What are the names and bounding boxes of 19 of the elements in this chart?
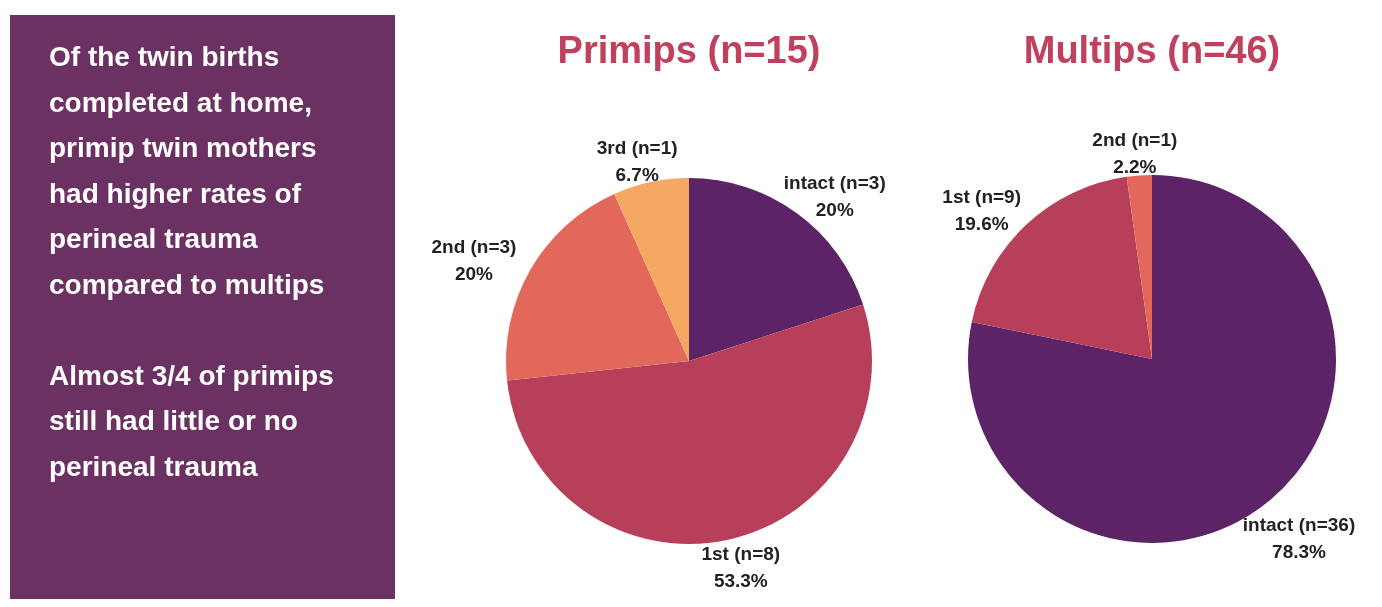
chart-title: Primips (n=15) bbox=[557, 29, 821, 71]
chart-title: Multips (n=46) bbox=[1023, 29, 1281, 71]
pie-slice bbox=[507, 304, 872, 544]
slice-label: 3rd (n=1) bbox=[596, 136, 678, 158]
slice-label: 1st (n=8) bbox=[701, 543, 781, 565]
text: Of the twin births completed at home, primip twin mothers had higher rates of perineal trauma compared to multips bbox=[49, 41, 325, 300]
data-label: 2.2% bbox=[1113, 156, 1157, 178]
data-label: 53.3% bbox=[713, 570, 768, 592]
data-label: 20% bbox=[815, 198, 854, 220]
data-label: 6.7% bbox=[615, 163, 659, 185]
data-label: 78.3% bbox=[1272, 540, 1327, 562]
data-label: 19.6% bbox=[954, 212, 1009, 234]
slice-label: intact (n=36) bbox=[1242, 513, 1356, 535]
slice-label: intact (n=3) bbox=[783, 171, 886, 193]
data-label: 20% bbox=[454, 263, 494, 285]
slice-label: 2nd (n=3) bbox=[431, 236, 517, 258]
slice-label: 1st (n=9) bbox=[942, 185, 1022, 207]
text: Almost 3/4 of primips still had little or no perineal trauma bbox=[49, 359, 334, 482]
slice-label: 2nd (n=1) bbox=[1092, 129, 1178, 151]
